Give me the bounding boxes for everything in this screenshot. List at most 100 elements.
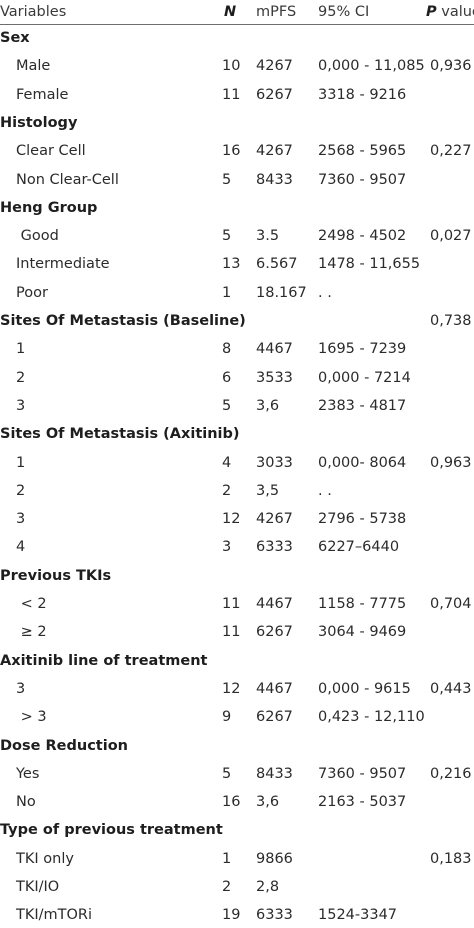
row-p-value: 0,704	[430, 596, 472, 612]
row-mpfs: 9866	[256, 850, 293, 867]
header-ci: 95% CI	[318, 4, 370, 20]
row-ci: 2498 - 4502	[318, 228, 407, 245]
table-header: Variables N mPFS 95% CI P value	[0, 0, 474, 25]
row-variable: Axitinib line of treatment	[0, 652, 208, 669]
section-row: Previous TKIs	[0, 563, 474, 589]
row-ci: . .	[318, 284, 332, 301]
row-n: 8	[222, 341, 232, 358]
row-variable: Heng Group	[0, 199, 98, 216]
row-ci: 1158 - 7775	[318, 596, 407, 612]
row-n: 2	[222, 482, 232, 499]
row-ci: 2163 - 5037	[318, 794, 407, 811]
section-row: Dose Reduction	[0, 733, 474, 759]
section-row: Sites Of Metastasis (Baseline) 0,738	[0, 308, 474, 334]
table-row: Good 5 3.5 2498 - 4502 0,027	[0, 223, 474, 249]
row-mpfs: 4267	[256, 511, 293, 528]
table-row: Yes 5 8433 7360 - 9507 0,216	[0, 761, 474, 787]
row-n: 6	[222, 369, 232, 386]
header-mpfs: mPFS	[256, 4, 297, 20]
row-n: 5	[222, 765, 232, 782]
row-variable: TKI/mTORi	[16, 907, 93, 924]
row-ci: 7360 - 9507	[318, 171, 407, 188]
row-variable: Sex	[0, 30, 30, 46]
row-variable: Histology	[0, 114, 78, 131]
row-ci: 0,000 - 9615	[318, 680, 411, 697]
row-variable: Clear Cell	[16, 143, 86, 160]
table-row: Intermediate 13 6.567 1478 - 11,655	[0, 251, 474, 277]
table-row: Poor 1 18.167 . .	[0, 280, 474, 306]
row-mpfs: 8433	[256, 171, 293, 188]
row-variable: 3	[16, 511, 26, 528]
row-variable: Female	[16, 86, 69, 103]
row-variable: Poor	[16, 284, 48, 301]
table-row: 3 5 3,6 2383 - 4817	[0, 393, 474, 419]
row-ci: 3318 - 9216	[318, 86, 407, 103]
row-variable: Good	[16, 228, 59, 245]
row-mpfs: 3,6	[256, 397, 280, 414]
row-variable: Type of previous treatment	[0, 822, 223, 839]
section-row: Histology	[0, 110, 474, 136]
row-ci: 1478 - 11,655	[318, 256, 421, 273]
row-n: 11	[222, 624, 241, 641]
row-variable: Sites Of Metastasis (Baseline)	[0, 313, 246, 329]
row-variable: Dose Reduction	[0, 737, 128, 754]
row-variable: 3	[16, 680, 26, 697]
row-mpfs: 6267	[256, 86, 293, 103]
row-p-value: 0,936	[430, 58, 472, 75]
row-mpfs: 3,6	[256, 794, 280, 811]
header-rule	[0, 24, 474, 25]
table-row: TKI only 1 9866 0,183	[0, 846, 474, 872]
row-mpfs: 6267	[256, 709, 293, 726]
table-row: Non Clear-Cell 5 8433 7360 - 9507	[0, 167, 474, 193]
row-mpfs: 2,8	[256, 879, 280, 895]
row-mpfs: 6.567	[256, 256, 298, 273]
row-variable: Non Clear-Cell	[16, 171, 119, 188]
row-n: 19	[222, 907, 241, 924]
row-variable: TKI/IO	[16, 879, 60, 895]
row-variable: Yes	[16, 765, 40, 782]
row-variable: 3	[16, 397, 26, 414]
table-row: 2 2 3,5 . .	[0, 478, 474, 504]
section-row: Type of previous treatment	[0, 817, 474, 843]
row-ci: 0,000 - 7214	[318, 369, 411, 386]
row-variable: 4	[16, 539, 26, 556]
row-variable: > 3	[16, 709, 47, 726]
section-row: Sex	[0, 25, 474, 51]
row-n: 16	[222, 794, 241, 811]
row-variable: No	[16, 794, 36, 811]
row-p-value: 0,216	[430, 765, 472, 782]
row-mpfs: 4467	[256, 596, 293, 612]
row-variable: 2	[16, 482, 26, 499]
row-p-value: 0,443	[430, 680, 472, 697]
row-mpfs: 3.5	[256, 228, 280, 245]
row-ci: 2383 - 4817	[318, 397, 407, 414]
row-n: 9	[222, 709, 232, 726]
table-row: Female 11 6267 3318 - 9216	[0, 82, 474, 108]
table-row: TKI/mTORi 19 6333 1524-3347	[0, 902, 474, 928]
row-ci: 1695 - 7239	[318, 341, 407, 358]
header-p-letter: P	[426, 4, 437, 20]
row-n: 12	[222, 680, 241, 697]
header-p-value: P value	[426, 0, 474, 24]
row-mpfs: 4467	[256, 680, 293, 697]
row-variable: 1	[16, 454, 26, 471]
row-mpfs: 8433	[256, 765, 293, 782]
row-ci: 0,423 - 12,110	[318, 709, 425, 726]
table-row: TKI/IO 2 2,8	[0, 874, 474, 900]
table-row: 3 12 4467 0,000 - 9615 0,443	[0, 676, 474, 702]
table-row: Clear Cell 16 4267 2568 - 5965 0,227	[0, 138, 474, 164]
section-row: Axitinib line of treatment	[0, 648, 474, 674]
row-ci: . .	[318, 482, 332, 499]
table-row: < 2 11 4467 1158 - 7775 0,704	[0, 591, 474, 617]
row-mpfs: 4267	[256, 143, 293, 160]
row-ci: 6227–6440	[318, 539, 400, 556]
row-n: 1	[222, 850, 232, 867]
row-ci: 2796 - 5738	[318, 511, 407, 528]
row-p-value: 0,183	[430, 850, 472, 867]
row-mpfs: 6333	[256, 539, 293, 556]
row-mpfs: 18.167	[256, 284, 307, 301]
header-variables: Variables	[0, 4, 67, 20]
row-variable: TKI only	[16, 850, 74, 867]
row-mpfs: 3033	[256, 454, 293, 471]
